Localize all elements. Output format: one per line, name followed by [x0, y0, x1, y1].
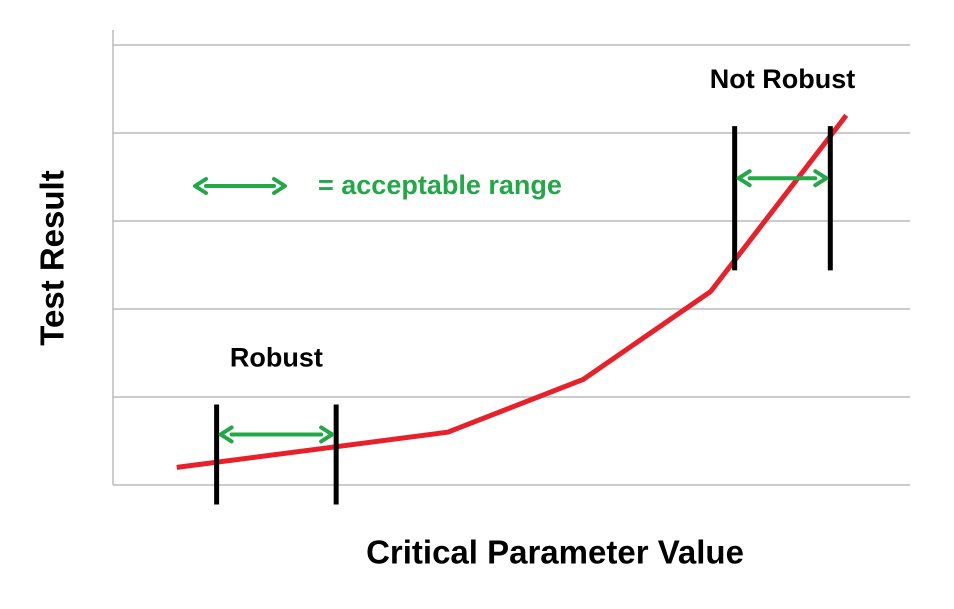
- range-arrow: [736, 169, 829, 188]
- range-label: Not Robust: [710, 64, 855, 94]
- legend-arrow: [193, 177, 287, 195]
- range-label: Robust: [230, 343, 323, 373]
- y-axis-label: Test Result: [34, 170, 71, 345]
- x-axis-label: Critical Parameter Value: [366, 534, 744, 571]
- curve: [176, 113, 849, 470]
- range-arrow: [218, 425, 335, 444]
- legend-text: = acceptable range: [318, 170, 562, 200]
